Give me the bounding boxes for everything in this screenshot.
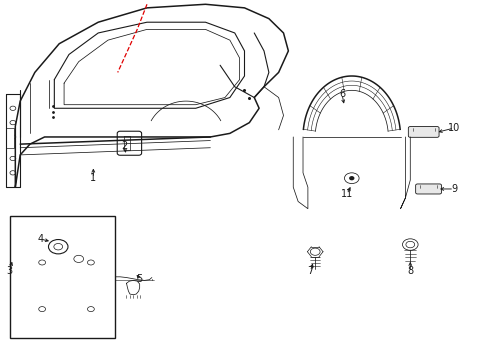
Text: 3: 3: [6, 266, 13, 276]
Circle shape: [349, 177, 353, 180]
FancyBboxPatch shape: [407, 127, 438, 137]
FancyBboxPatch shape: [5, 128, 14, 148]
Text: 10: 10: [447, 123, 459, 133]
Text: 1: 1: [90, 173, 96, 183]
Text: 4: 4: [38, 234, 43, 244]
Text: 2: 2: [121, 141, 127, 151]
Text: 7: 7: [306, 266, 313, 276]
Text: 9: 9: [450, 184, 456, 194]
FancyBboxPatch shape: [117, 131, 142, 155]
Text: 6: 6: [338, 89, 345, 99]
FancyBboxPatch shape: [415, 184, 441, 194]
Bar: [10, 216, 115, 338]
Text: 5: 5: [136, 274, 142, 284]
Text: 8: 8: [407, 266, 412, 276]
Text: 11: 11: [340, 189, 352, 199]
